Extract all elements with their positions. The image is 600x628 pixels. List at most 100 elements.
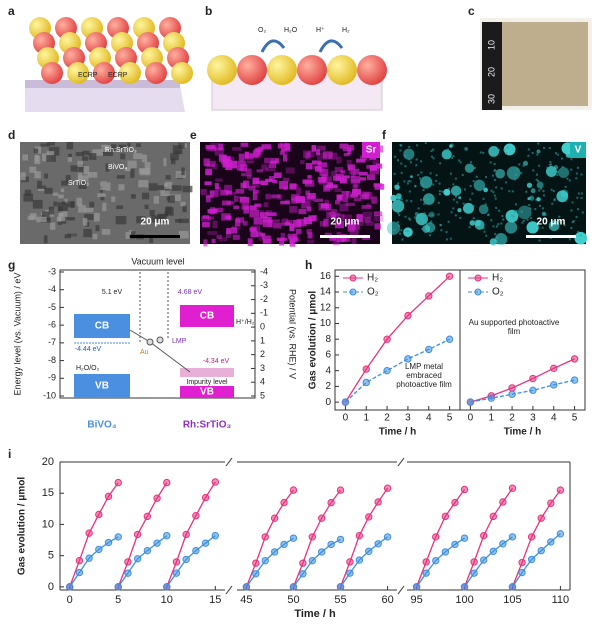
pixel xyxy=(300,160,305,165)
pixel xyxy=(237,161,246,167)
pixel xyxy=(445,231,448,234)
marker xyxy=(425,345,433,354)
pixel xyxy=(249,227,257,232)
marker xyxy=(499,498,507,506)
pixel xyxy=(254,203,262,207)
series-line xyxy=(470,358,575,403)
pixel xyxy=(413,216,416,219)
pixel xyxy=(239,167,248,172)
pixel xyxy=(216,234,222,239)
pixel xyxy=(295,196,306,203)
grain xyxy=(125,232,130,239)
grain xyxy=(135,143,141,148)
x-tick-label: 100 xyxy=(455,594,473,606)
marker xyxy=(404,355,412,363)
pixel xyxy=(403,148,415,160)
grain xyxy=(75,152,85,157)
pixel xyxy=(503,149,506,152)
grain xyxy=(163,158,167,167)
pixel xyxy=(550,174,553,177)
pixel xyxy=(336,236,345,243)
pixel xyxy=(319,221,326,227)
pixel xyxy=(464,163,475,173)
pixel xyxy=(550,188,553,191)
grain xyxy=(24,189,32,197)
grain xyxy=(118,144,127,149)
ruler-label: 20 xyxy=(486,67,496,77)
pixel xyxy=(261,235,271,239)
pixel xyxy=(403,227,413,238)
annotation: -4.34 eV xyxy=(203,358,230,365)
marker xyxy=(527,555,536,564)
marker xyxy=(201,539,210,547)
marker xyxy=(441,548,450,556)
y-tick-label: 2 xyxy=(325,381,331,392)
panel-label: h xyxy=(305,258,312,272)
pixel xyxy=(317,162,328,168)
pixel xyxy=(423,216,426,219)
pixel xyxy=(577,192,580,195)
x-tick-label: 55 xyxy=(334,594,346,606)
annotation: LMP xyxy=(172,338,187,345)
pixel xyxy=(281,218,289,225)
particle xyxy=(145,62,167,84)
pixel xyxy=(265,167,276,172)
grain xyxy=(171,185,182,191)
panel-b-image xyxy=(207,39,387,111)
grain xyxy=(103,149,114,157)
pixel xyxy=(540,187,543,190)
pixel xyxy=(429,222,432,225)
grain xyxy=(170,153,179,161)
pixel xyxy=(335,173,344,181)
pixel xyxy=(256,169,264,173)
marker xyxy=(570,376,579,384)
pixel xyxy=(351,237,357,244)
pixel xyxy=(358,172,368,176)
pixel xyxy=(536,181,544,189)
pixel xyxy=(545,165,557,177)
marker xyxy=(383,335,391,343)
marker xyxy=(362,378,370,387)
pixel xyxy=(261,144,272,150)
y2-tick-label: 0 xyxy=(260,321,265,331)
grain xyxy=(78,180,87,190)
pixel xyxy=(333,212,340,220)
particle xyxy=(267,55,297,85)
marker xyxy=(308,533,316,541)
grain xyxy=(164,183,168,187)
marker xyxy=(336,535,345,544)
pixel xyxy=(371,196,377,204)
pixel xyxy=(365,156,372,161)
pixel xyxy=(305,152,310,160)
pixel xyxy=(203,239,208,247)
pixel xyxy=(558,220,561,223)
pixel xyxy=(447,187,450,190)
x-tick-label: 1 xyxy=(488,413,494,424)
grain xyxy=(92,149,103,156)
pixel xyxy=(473,179,486,191)
pixel xyxy=(292,198,297,204)
grain xyxy=(23,193,34,202)
pixel xyxy=(472,205,475,208)
marker xyxy=(445,272,454,280)
y2-tick-label: 4 xyxy=(260,377,265,387)
pixel xyxy=(404,215,407,218)
pixel xyxy=(521,221,524,224)
pixel xyxy=(230,227,238,234)
pixel xyxy=(296,187,302,195)
marker xyxy=(85,529,93,537)
pixel xyxy=(579,234,582,237)
marker xyxy=(192,546,200,555)
marker xyxy=(487,394,495,402)
pixel xyxy=(233,205,239,210)
marker xyxy=(489,512,497,521)
pixel xyxy=(351,190,358,194)
pixel xyxy=(515,173,518,176)
pixel xyxy=(489,161,492,164)
pixel xyxy=(536,197,541,202)
pixel xyxy=(493,179,496,182)
pixel xyxy=(307,232,313,239)
pixel xyxy=(576,166,579,169)
pixel xyxy=(235,188,245,194)
marker xyxy=(537,546,545,555)
